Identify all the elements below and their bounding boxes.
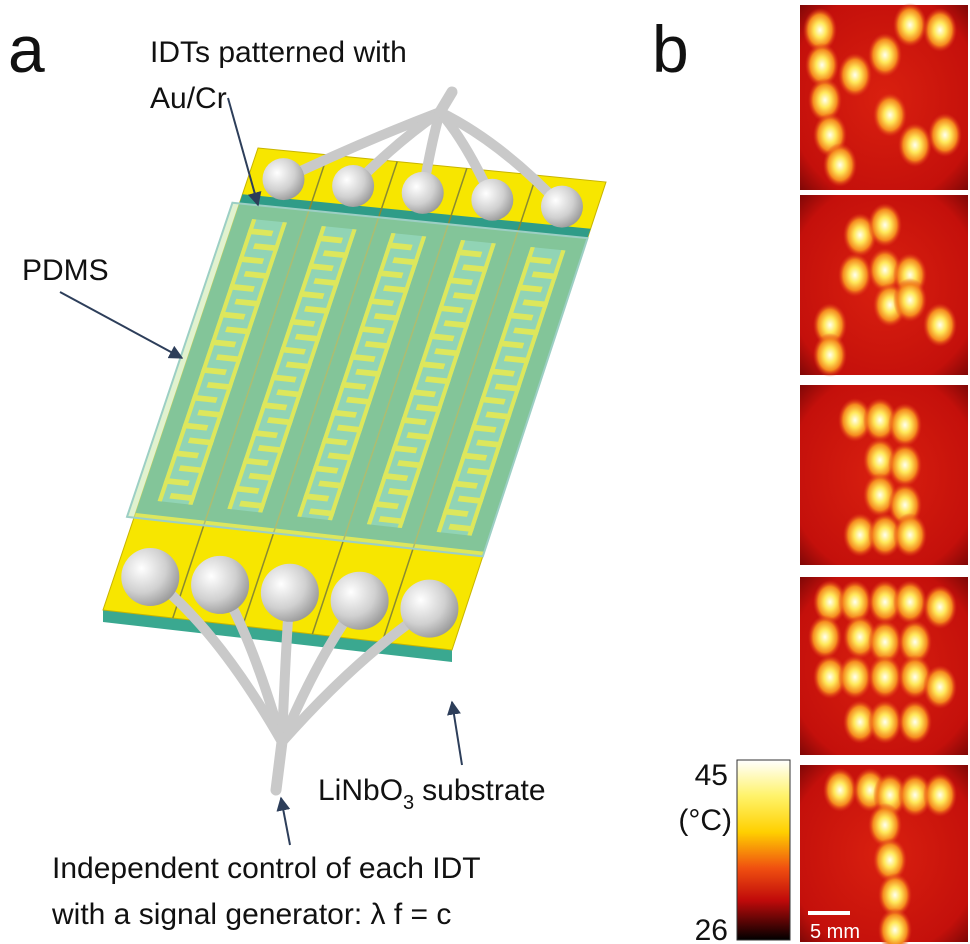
contact-ball	[263, 158, 305, 200]
contact-ball	[121, 548, 179, 606]
hot-spot	[888, 403, 922, 447]
wire	[276, 742, 282, 790]
hot-spot	[928, 113, 962, 157]
label: LiNbO3 substrate	[318, 774, 546, 814]
colorbar-max: 45	[695, 759, 728, 792]
hot-spot	[893, 3, 927, 47]
arrow	[452, 702, 462, 765]
hot-spot	[868, 33, 902, 77]
label: IDTs patterned with	[150, 36, 407, 69]
formula: LiNbO	[318, 774, 403, 807]
pdms-layer	[127, 203, 587, 557]
arrow	[228, 98, 258, 205]
scale-bar-label: 5 mm	[810, 921, 860, 943]
figure: 5 mm a b IDTs patterned with Au/Cr PDMS …	[0, 0, 970, 944]
contact-ball	[191, 556, 249, 614]
arrow	[60, 292, 182, 358]
hot-spot	[893, 278, 927, 322]
hot-spot	[923, 665, 957, 709]
hot-spot	[893, 580, 927, 624]
label: Au/Cr	[150, 82, 227, 115]
hot-spot	[898, 123, 932, 167]
colorbar-unit: (°C)	[678, 804, 732, 837]
label: PDMS	[22, 254, 109, 287]
hot-spot	[888, 443, 922, 487]
hot-spot	[868, 655, 902, 699]
hot-spot	[923, 303, 957, 347]
hot-spot	[813, 333, 847, 377]
hot-spot	[923, 8, 957, 52]
panel-label: b	[652, 12, 689, 86]
hot-spot	[823, 768, 857, 812]
contact-ball	[400, 580, 458, 638]
colorbar	[737, 760, 790, 940]
label: Independent control of each IDT	[52, 852, 481, 885]
colorbar-min: 26	[695, 914, 728, 944]
contact-ball	[261, 564, 319, 622]
label: with a signal generator: λ f = c	[51, 898, 451, 931]
label-rest: substrate	[422, 774, 545, 807]
contact-ball	[331, 572, 389, 630]
heat-maps: 5 mm	[800, 3, 968, 944]
hot-spot	[868, 203, 902, 247]
device-drawing	[103, 92, 606, 790]
hot-spot	[808, 615, 842, 659]
hot-spot	[838, 655, 872, 699]
panel-label: a	[8, 12, 45, 86]
hot-spot	[893, 513, 927, 557]
hot-spot	[923, 585, 957, 629]
hot-spot	[898, 700, 932, 744]
subscript: 3	[403, 792, 414, 814]
hot-spot	[868, 700, 902, 744]
contact-ball	[471, 179, 513, 221]
hot-spot	[823, 143, 857, 187]
contact-ball	[402, 172, 444, 214]
hot-spot	[838, 253, 872, 297]
hot-spot	[923, 773, 957, 817]
arrow	[281, 798, 290, 845]
hot-spot	[873, 93, 907, 137]
contact-ball	[332, 165, 374, 207]
hot-spot	[838, 53, 872, 97]
contact-ball	[541, 186, 583, 228]
